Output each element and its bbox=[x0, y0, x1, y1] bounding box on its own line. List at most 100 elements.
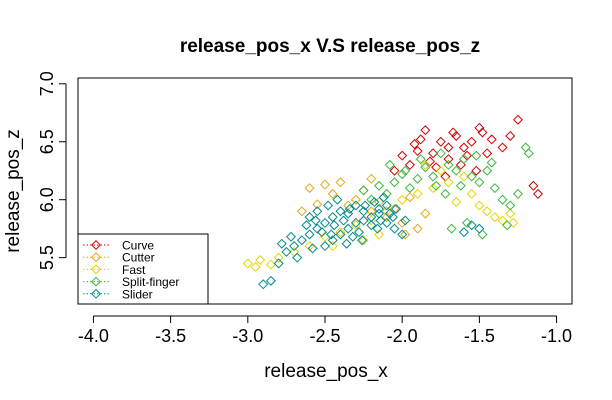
data-point bbox=[474, 122, 485, 133]
y-axis: 5.5 6.0 6.5 7.0 bbox=[37, 71, 67, 270]
data-point bbox=[431, 162, 442, 173]
data-point bbox=[350, 200, 361, 211]
data-point bbox=[312, 199, 323, 210]
data-point bbox=[335, 177, 346, 188]
data-point bbox=[420, 208, 431, 219]
data-point bbox=[420, 162, 431, 173]
data-point bbox=[446, 223, 457, 234]
y-tick-label: 6.5 bbox=[37, 129, 57, 154]
plot-frame bbox=[77, 77, 573, 305]
x-tick-label: -1.5 bbox=[464, 326, 495, 346]
data-point bbox=[502, 220, 513, 231]
data-point bbox=[335, 229, 346, 240]
data-point bbox=[486, 134, 497, 145]
data-point bbox=[258, 279, 269, 290]
data-point bbox=[397, 169, 408, 180]
data-point bbox=[443, 154, 454, 165]
data-point bbox=[412, 173, 423, 184]
data-point bbox=[358, 215, 369, 226]
data-point bbox=[265, 275, 276, 286]
data-point bbox=[347, 231, 358, 242]
data-point bbox=[242, 258, 253, 269]
data-point bbox=[369, 197, 380, 208]
data-point bbox=[497, 194, 508, 205]
data-point bbox=[319, 179, 331, 190]
data-point bbox=[505, 208, 516, 219]
data-point bbox=[250, 261, 261, 272]
data-point bbox=[451, 130, 462, 141]
data-point bbox=[381, 200, 392, 211]
x-tick-label: -3.0 bbox=[232, 326, 263, 346]
data-point bbox=[319, 217, 331, 228]
data-point bbox=[310, 215, 321, 226]
data-point bbox=[466, 171, 477, 182]
data-point bbox=[512, 114, 523, 125]
legend-marker bbox=[90, 276, 102, 287]
data-point bbox=[443, 159, 454, 170]
x-axis-label: release_pos_x bbox=[264, 361, 388, 382]
data-point bbox=[448, 127, 459, 138]
data-point bbox=[335, 227, 346, 238]
data-point bbox=[374, 180, 385, 191]
data-point bbox=[486, 157, 497, 168]
data-point bbox=[397, 217, 408, 228]
data-point bbox=[389, 177, 400, 188]
data-point bbox=[428, 171, 439, 182]
data-point bbox=[404, 159, 415, 170]
data-point bbox=[431, 180, 442, 191]
data-point bbox=[289, 241, 300, 252]
data-point bbox=[466, 188, 477, 199]
data-point bbox=[458, 227, 469, 238]
series-curve bbox=[389, 114, 544, 199]
x-tick-label: -3.5 bbox=[155, 326, 186, 346]
data-point bbox=[474, 177, 485, 188]
data-point bbox=[458, 142, 469, 153]
data-point bbox=[508, 217, 519, 228]
data-point bbox=[435, 136, 446, 147]
data-point bbox=[387, 212, 398, 223]
data-point bbox=[415, 154, 426, 165]
data-point bbox=[512, 188, 523, 199]
data-point bbox=[323, 200, 334, 211]
data-point bbox=[397, 150, 408, 161]
data-point bbox=[304, 212, 315, 223]
data-point bbox=[400, 229, 411, 240]
data-point bbox=[443, 177, 454, 188]
legend-label: Slider bbox=[122, 287, 153, 301]
data-point bbox=[344, 203, 355, 214]
legend-marker bbox=[90, 288, 102, 299]
points-layer bbox=[242, 114, 544, 290]
y-tick-label: 7.0 bbox=[37, 71, 57, 96]
data-point bbox=[412, 188, 423, 199]
data-point bbox=[286, 231, 297, 242]
data-point bbox=[350, 194, 361, 205]
data-point bbox=[474, 223, 485, 234]
data-point bbox=[400, 215, 411, 226]
data-point bbox=[378, 192, 389, 203]
legend-label: Fast bbox=[122, 263, 146, 277]
data-point bbox=[338, 215, 349, 226]
data-point bbox=[489, 212, 500, 223]
data-point bbox=[443, 142, 454, 153]
data-point bbox=[366, 220, 377, 231]
data-point bbox=[458, 154, 469, 165]
legend-label: Split-finger bbox=[122, 275, 179, 289]
chart-title: release_pos_x V.S release_pos_z bbox=[180, 36, 480, 57]
data-point bbox=[412, 146, 423, 157]
data-point bbox=[489, 183, 500, 194]
data-point bbox=[477, 127, 488, 138]
series-slider bbox=[258, 192, 485, 290]
data-point bbox=[357, 235, 368, 246]
data-point bbox=[451, 165, 462, 176]
legend-label: Curve bbox=[122, 239, 154, 253]
data-point bbox=[341, 238, 352, 249]
data-point bbox=[471, 165, 482, 176]
data-point bbox=[384, 159, 395, 170]
legend-marker bbox=[90, 239, 102, 251]
data-point bbox=[301, 220, 312, 231]
data-point bbox=[316, 227, 327, 238]
data-point bbox=[505, 130, 516, 141]
data-point bbox=[366, 173, 377, 184]
